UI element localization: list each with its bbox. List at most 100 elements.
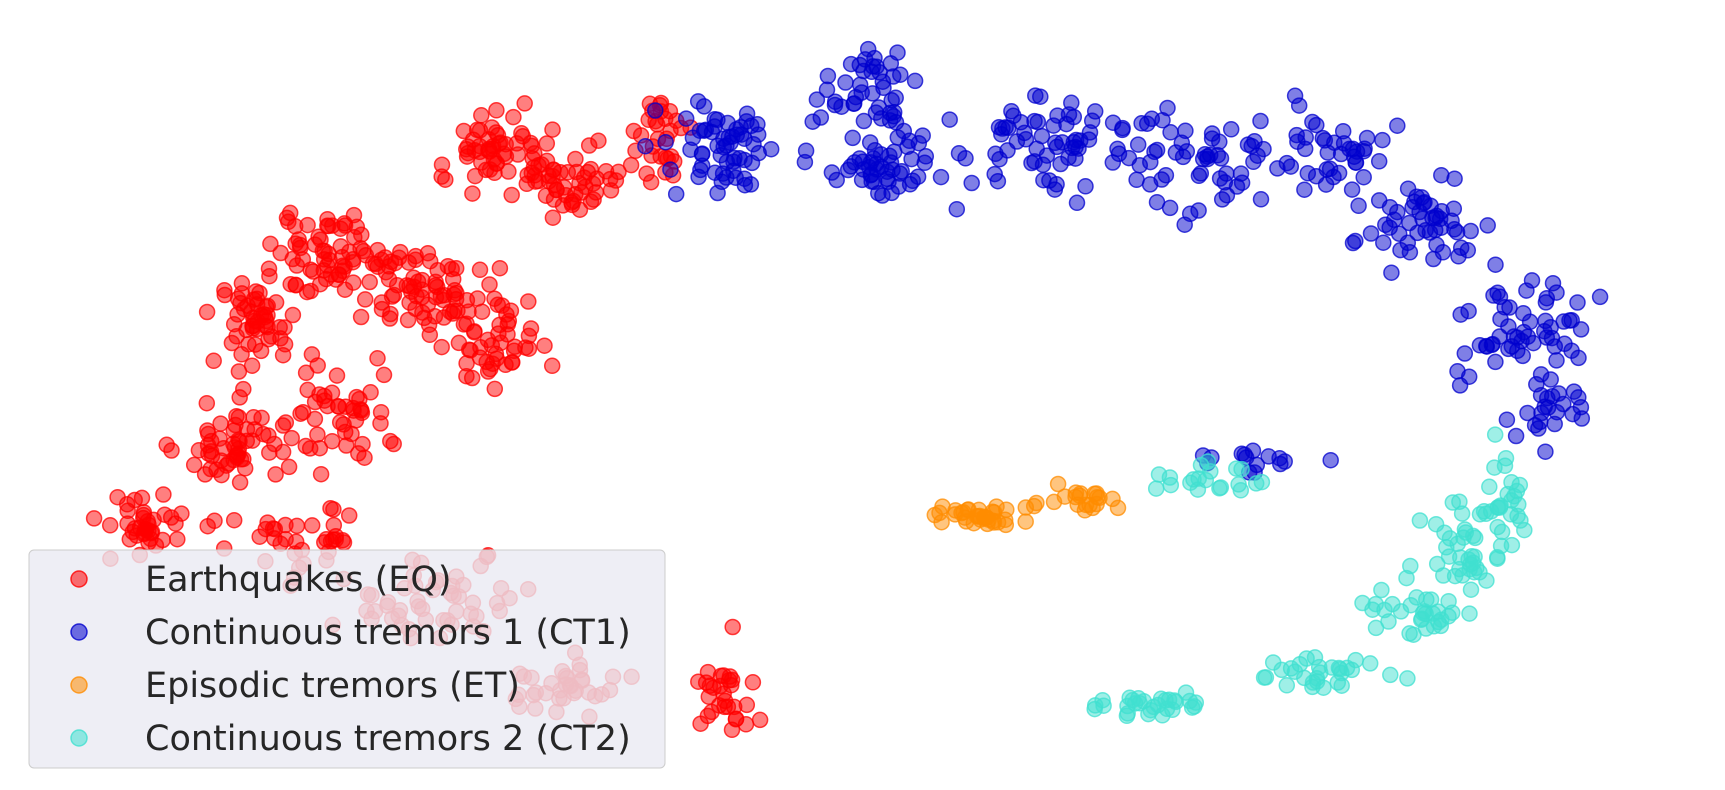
scatter-point-series-0 <box>272 535 289 553</box>
scatter-point-series-3 <box>1411 512 1429 529</box>
scatter-point-series-1 <box>1546 415 1563 433</box>
scatter-point-series-2 <box>1017 513 1034 530</box>
scatter-point-series-1 <box>855 112 873 130</box>
scatter-point-series-1 <box>948 200 966 218</box>
scatter-point-series-1 <box>859 40 877 58</box>
scatter-point-series-1 <box>1148 141 1166 159</box>
scatter-point-series-3 <box>1308 670 1326 687</box>
scatter-point-series-0 <box>281 204 299 222</box>
scatter-point-series-0 <box>481 143 498 160</box>
scatter-point-series-1 <box>1181 205 1199 223</box>
scatter-point-series-0 <box>738 696 756 714</box>
scatter-point-series-0 <box>432 287 450 305</box>
scatter-point-series-1 <box>742 176 760 193</box>
scatter-point-series-1 <box>1452 239 1470 257</box>
legend-label-ct2: Continuous tremors 2 (CT2) <box>145 719 631 759</box>
scatter-point-series-1 <box>1591 288 1609 306</box>
scatter-point-series-0 <box>228 328 245 345</box>
scatter-point-series-1 <box>1077 178 1094 195</box>
scatter-point-series-0 <box>399 311 417 329</box>
scatter-point-series-1 <box>1314 129 1332 147</box>
legend-marker-ct1 <box>70 623 88 641</box>
scatter-point-series-1 <box>796 153 814 171</box>
scatter-point-series-3 <box>1211 480 1228 497</box>
scatter-point-series-3 <box>1181 692 1199 710</box>
scatter-point-series-0 <box>315 262 333 279</box>
scatter-point-series-0 <box>520 327 538 345</box>
scatter-point-series-1 <box>1390 225 1408 242</box>
scatter-point-series-0 <box>312 465 330 483</box>
legend-label-et: Episodic tremors (ET) <box>145 666 520 706</box>
scatter-point-series-1 <box>957 150 974 167</box>
scatter-point-series-1 <box>1104 154 1122 171</box>
scatter-point-series-0 <box>488 102 505 119</box>
scatter-point-series-1 <box>662 161 679 178</box>
scatter-point-series-1 <box>1081 124 1099 141</box>
scatter-point-series-0 <box>344 253 362 271</box>
scatter-point-series-3 <box>1435 567 1452 584</box>
scatter-point-series-1 <box>1063 139 1081 157</box>
scatter-point-series-0 <box>497 148 515 165</box>
scatter-point-series-1 <box>1543 329 1561 347</box>
scatter-point-series-0 <box>158 436 175 454</box>
scatter-point-series-1 <box>823 164 841 181</box>
scatter-point-series-0 <box>196 466 214 483</box>
scatter-point-series-1 <box>1068 194 1086 212</box>
scatter-point-series-3 <box>1247 475 1265 492</box>
scatter-point-series-3 <box>1464 527 1482 545</box>
scatter-point-series-0 <box>413 289 431 306</box>
scatter-point-series-3 <box>1278 677 1296 694</box>
scatter-point-series-0 <box>479 363 497 380</box>
scatter-point-series-1 <box>1460 302 1477 320</box>
scatter-point-series-1 <box>1462 222 1479 240</box>
scatter-point-series-0 <box>345 274 362 291</box>
scatter-point-series-1 <box>727 169 744 186</box>
scatter-point-series-0 <box>212 452 230 469</box>
scatter-point-series-0 <box>318 530 335 548</box>
legend-marker-et <box>70 676 88 694</box>
scatter-point-series-3 <box>1152 690 1170 708</box>
scatter-point-series-0 <box>198 303 216 321</box>
scatter-point-series-2 <box>1049 475 1067 493</box>
scatter-point-series-3 <box>1161 469 1179 486</box>
scatter-point-series-0 <box>345 206 363 224</box>
scatter-point-series-0 <box>571 201 589 218</box>
scatter-point-series-1 <box>1471 337 1489 354</box>
scatter-point-series-0 <box>198 394 216 412</box>
scatter-point-series-1 <box>1431 210 1449 228</box>
scatter-point-series-0 <box>352 308 370 326</box>
scatter-point-series-3 <box>1496 457 1514 475</box>
scatter-point-series-0 <box>426 308 444 325</box>
scatter-point-series-0 <box>437 171 454 188</box>
scatter-point-series-0 <box>320 245 337 263</box>
scatter-point-series-0 <box>690 673 707 690</box>
scatter-point-series-0 <box>332 238 350 255</box>
scatter-point-series-1 <box>1138 115 1156 132</box>
scatter-point-series-3 <box>1399 670 1416 687</box>
scatter-point-series-3 <box>1182 474 1199 491</box>
scatter-point-series-0 <box>319 210 336 228</box>
scatter-point-series-1 <box>1446 170 1463 187</box>
scatter-point-series-3 <box>1232 482 1250 499</box>
scatter-point-series-1 <box>1528 376 1545 393</box>
scatter-point-series-0 <box>205 352 222 370</box>
scatter-point-series-1 <box>1518 282 1535 299</box>
scatter-point-series-1 <box>1548 352 1565 369</box>
scatter-point-series-0 <box>325 501 342 518</box>
scatter-point-series-1 <box>845 95 862 112</box>
scatter-points <box>85 40 1609 739</box>
scatter-point-series-0 <box>385 435 402 453</box>
scatter-point-series-0 <box>292 239 309 257</box>
scatter-point-series-0 <box>280 458 298 476</box>
scatter-point-series-1 <box>1370 153 1388 170</box>
legend: Earthquakes (EQ) Continuous tremors 1 (C… <box>28 549 666 769</box>
scatter-point-series-0 <box>235 380 252 398</box>
scatter-point-series-1 <box>1159 99 1176 117</box>
scatter-point-series-0 <box>272 244 289 262</box>
scatter-point-series-1 <box>1487 353 1504 371</box>
scatter-point-series-0 <box>260 260 278 277</box>
scatter-point-series-1 <box>1460 368 1478 385</box>
scatter-point-series-3 <box>1331 660 1349 678</box>
scatter-point-series-1 <box>1211 170 1229 187</box>
scatter-point-series-1 <box>1479 217 1496 234</box>
